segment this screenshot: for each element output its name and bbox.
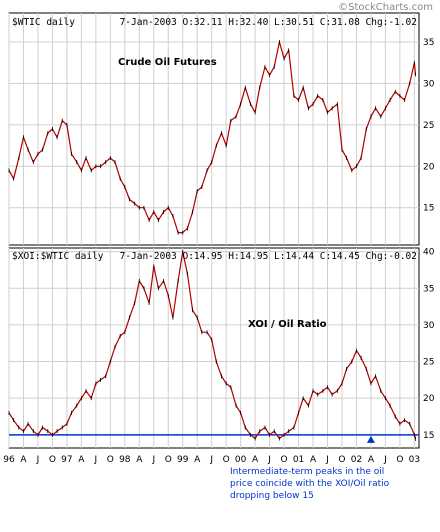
x-tick-label: A — [310, 455, 317, 465]
x-tick-label: O — [396, 455, 403, 465]
panel-top-grid — [8, 13, 419, 245]
x-tick-label: 01 — [293, 455, 304, 465]
panel-bottom-series — [8, 249, 417, 441]
x-tick-label: O — [281, 455, 288, 465]
panel-1-y-tick-label: 20 — [423, 394, 435, 404]
panel-top-header-left: $WTIC daily — [12, 17, 75, 28]
annotation-line-3: dropping below 15 — [230, 491, 314, 501]
panel-1-y-tick-label: 30 — [423, 321, 435, 331]
panel-top-header-right: 7-Jan-2003 O:32.11 H:32.40 L:30.51 C:31.… — [120, 17, 417, 28]
x-axis-tick-labels: 96 A J O 97 A J O 98 A J O 99 A J O 00 A J O 01 A J O 02 A J O 03 — [3, 455, 420, 465]
x-tick-label: O — [223, 455, 230, 465]
annotation-arrow-icon — [366, 435, 375, 443]
x-tick-label: 99 — [177, 455, 189, 465]
x-tick-label: 96 — [3, 455, 15, 465]
panel-bottom-title: XOI / Oil Ratio — [248, 319, 327, 330]
panel-bottom: 15 20 25 30 35 40 $XOI:$WTIC daily 7-Jan-2003… — [8, 247, 435, 449]
x-tick-label: 02 — [351, 455, 362, 465]
panel-top-series — [8, 40, 417, 235]
panel-0-y-tick-label: 25 — [423, 121, 434, 131]
x-tick-label: A — [252, 455, 259, 465]
x-tick-label: J — [209, 455, 213, 465]
panel-top-y-tick-labels: 15 20 25 30 35 — [423, 38, 435, 214]
panel-top-frame — [8, 12, 420, 246]
panel-0-y-tick-label: 20 — [423, 162, 435, 172]
watermark: ©StockCharts.com — [338, 2, 433, 13]
panel-bottom-header-left: $XOI:$WTIC daily — [12, 251, 104, 262]
x-tick-label: O — [107, 455, 114, 465]
panel-bottom-header-right: 7-Jan-2003 O:14.95 H:14.95 L:14.44 C:14.… — [120, 251, 417, 262]
panel-0-y-tick-label: 35 — [423, 38, 434, 48]
x-tick-label: 98 — [119, 455, 131, 465]
annotation-line-1: Intermediate-term peaks in the oil — [230, 467, 384, 477]
panel-1-y-tick-label: 35 — [423, 284, 434, 294]
x-tick-label: J — [94, 455, 98, 465]
x-tick-label: A — [194, 455, 201, 465]
annotation-line-2: price coincide with the XOI/Oil ratio — [230, 479, 390, 489]
x-tick-label: O — [49, 455, 56, 465]
panel-1-y-tick-label: 40 — [423, 248, 435, 258]
x-tick-label: J — [36, 455, 40, 465]
annotation: Intermediate-term peaks in the oil price… — [230, 435, 390, 501]
x-tick-label: A — [78, 455, 85, 465]
x-tick-label: 00 — [235, 455, 247, 465]
x-tick-label: A — [136, 455, 143, 465]
panel-1-y-tick-label: 25 — [423, 358, 434, 368]
panel-1-price-line — [8, 251, 417, 440]
x-tick-label: A — [20, 455, 27, 465]
x-tick-label: O — [165, 455, 172, 465]
x-tick-label: 97 — [61, 455, 72, 465]
panel-0-price-line — [8, 41, 417, 234]
x-tick-label: O — [338, 455, 345, 465]
panel-0-y-tick-label: 15 — [423, 204, 434, 214]
panel-0-y-tick-label: 30 — [423, 79, 435, 89]
x-tick-label: J — [383, 455, 387, 465]
panel-top: 15 20 25 30 35 $WTIC daily 7-Jan-2003 O:32.1… — [8, 12, 435, 246]
panel-1-y-tick-label: 15 — [423, 431, 434, 441]
x-tick-label: J — [267, 455, 271, 465]
x-tick-label: J — [151, 455, 155, 465]
x-tick-label: A — [368, 455, 375, 465]
x-tick-label: J — [325, 455, 329, 465]
x-tick-label: 03 — [409, 455, 420, 465]
panel-bottom-y-tick-labels: 15 20 25 30 35 40 — [423, 248, 435, 441]
panel-top-title: Crude Oil Futures — [118, 57, 217, 68]
